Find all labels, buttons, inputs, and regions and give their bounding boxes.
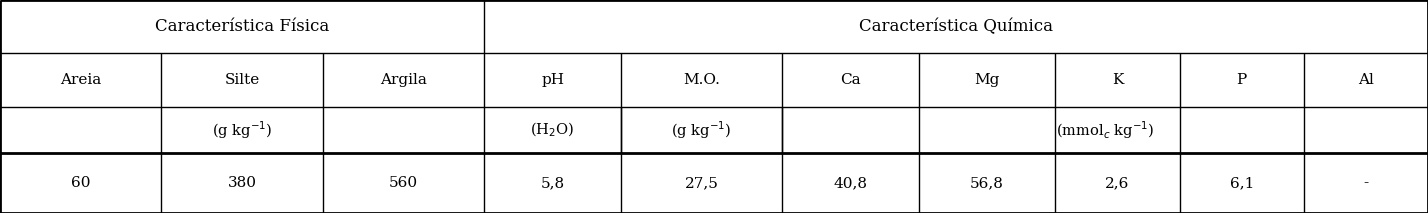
Text: K: K: [1112, 73, 1124, 87]
Text: (g kg$^{-1}$): (g kg$^{-1}$): [211, 119, 273, 141]
Text: 60: 60: [71, 176, 90, 190]
Text: 40,8: 40,8: [834, 176, 868, 190]
Text: 2,6: 2,6: [1105, 176, 1130, 190]
Text: P: P: [1237, 73, 1247, 87]
Text: -: -: [1364, 176, 1368, 190]
Text: Característica Física: Característica Física: [156, 18, 330, 35]
Text: Areia: Areia: [60, 73, 101, 87]
Text: (g kg$^{-1}$): (g kg$^{-1}$): [671, 119, 731, 141]
Text: Silte: Silte: [224, 73, 260, 87]
Text: M.O.: M.O.: [683, 73, 720, 87]
Text: Al: Al: [1358, 73, 1374, 87]
Text: (H$_2$O): (H$_2$O): [530, 121, 574, 139]
Text: 56,8: 56,8: [970, 176, 1004, 190]
Text: 6,1: 6,1: [1230, 176, 1254, 190]
Text: Característica Química: Característica Química: [860, 18, 1052, 35]
Text: 5,8: 5,8: [541, 176, 564, 190]
Text: 27,5: 27,5: [684, 176, 718, 190]
Text: (mmol$_c$ kg$^{-1}$): (mmol$_c$ kg$^{-1}$): [1055, 119, 1154, 141]
Text: Ca: Ca: [840, 73, 861, 87]
Text: 560: 560: [388, 176, 418, 190]
Text: Argila: Argila: [380, 73, 427, 87]
Text: 380: 380: [227, 176, 257, 190]
Text: pH: pH: [541, 73, 564, 87]
Text: Mg: Mg: [974, 73, 1000, 87]
